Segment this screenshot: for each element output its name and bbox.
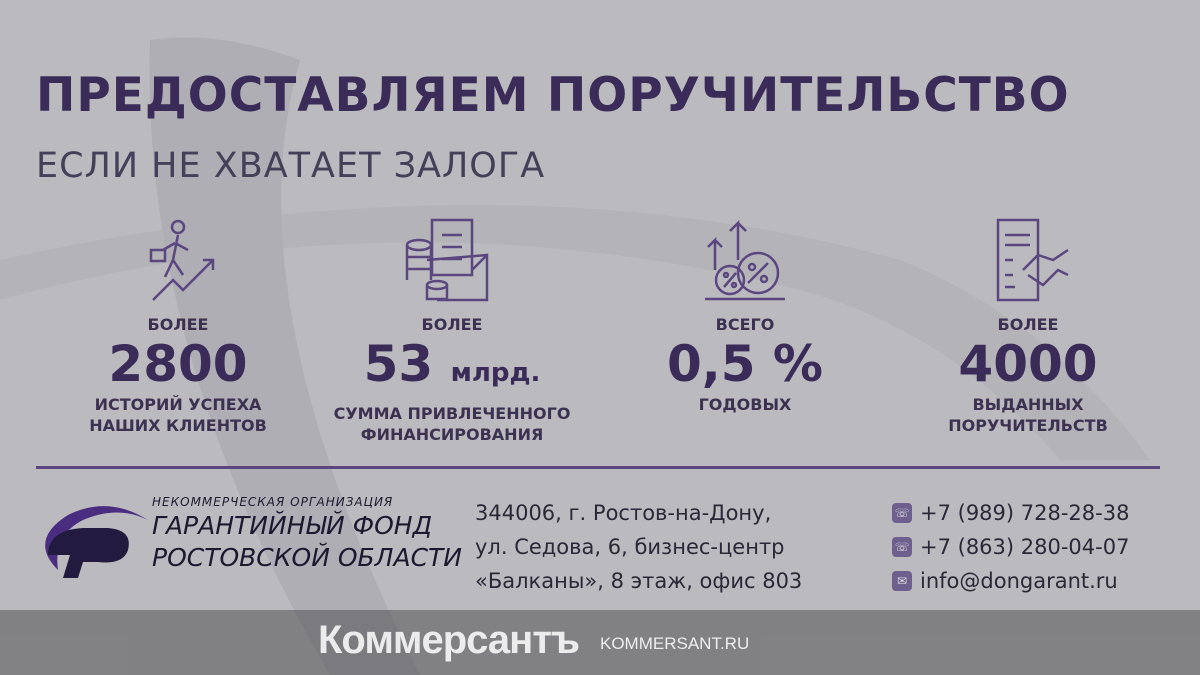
stat-value: 4000 xyxy=(958,335,1098,393)
stat-desc: ПОРУЧИТЕЛЬСТВ xyxy=(948,416,1108,435)
address-line: ул. Седова, 6, бизнес-центр xyxy=(475,535,785,559)
stat-desc: СУММА ПРИВЛЕЧЕННОГО xyxy=(333,404,571,423)
org-name: ГАРАНТИЙНЫЙ ФОНД xyxy=(152,511,433,540)
contact-phone[interactable]: ☏ +7 (863) 280-04-07 xyxy=(892,530,1129,564)
stat-desc: НАШИХ КЛИЕНТОВ xyxy=(89,416,267,435)
address-line: 344006, г. Ростов-на-Дону, xyxy=(475,501,772,525)
address-line: «Балканы», 8 этаж, офис 803 xyxy=(475,569,803,593)
stat-prefix: БОЛЕЕ xyxy=(147,315,209,334)
stat-guarantees: БОЛЕЕ 4000 ВЫДАННЫХ ПОРУЧИТЕЛЬСТВ xyxy=(898,215,1158,436)
divider xyxy=(36,466,1160,469)
stat-financing: БОЛЕЕ 53 млрд. СУММА ПРИВЛЕЧЕННОГО ФИНАН… xyxy=(322,215,582,445)
phone-text: +7 (863) 280-04-07 xyxy=(920,535,1130,559)
phone-icon: ☏ xyxy=(892,503,912,523)
org-region: РОСТОВСКОЙ ОБЛАСТИ xyxy=(152,543,462,572)
stat-value: 2800 xyxy=(108,335,248,393)
org-type: НЕКОММЕРЧЕСКАЯ ОРГАНИЗАЦИЯ xyxy=(152,495,394,509)
contacts: ☏ +7 (989) 728-28-38 ☏ +7 (863) 280-04-07 … xyxy=(892,496,1129,598)
businessman-growth-icon xyxy=(149,219,215,301)
contact-phone[interactable]: ☏ +7 (989) 728-28-38 xyxy=(892,496,1129,530)
phone-icon: ☏ xyxy=(892,537,912,557)
stat-rate: ВСЕГО 0,5 % ГОДОВЫХ xyxy=(615,215,875,415)
stat-desc: ИСТОРИЙ УСПЕХА xyxy=(94,395,262,414)
fund-logo xyxy=(45,506,149,578)
coins-envelope-icon xyxy=(405,218,489,302)
stat-prefix: ВСЕГО xyxy=(715,315,775,334)
watermark-band xyxy=(0,610,1200,675)
address: 344006, г. Ростов-на-Дону, ул. Седова, 6… xyxy=(475,496,802,598)
document-handshake-icon xyxy=(996,218,1069,302)
stat-prefix: БОЛЕЕ xyxy=(421,315,483,334)
watermark-logo: Коммерсантъ xyxy=(318,618,580,662)
stat-value: 53 млрд. xyxy=(363,335,541,393)
percent-growth-icon xyxy=(705,219,785,301)
page-title: ПРЕДОСТАВЛЯЕМ ПОРУЧИТЕЛЬСТВО xyxy=(36,68,1070,123)
mail-icon: ✉ xyxy=(892,571,912,591)
watermark-url: KOMMERSANT.RU xyxy=(600,634,750,653)
stat-prefix: БОЛЕЕ xyxy=(997,315,1059,334)
page-subtitle: ЕСЛИ НЕ ХВАТАЕТ ЗАЛОГА xyxy=(36,146,546,186)
contact-email[interactable]: ✉ info@dongarant.ru xyxy=(892,564,1129,598)
phone-text: +7 (989) 728-28-38 xyxy=(920,501,1130,525)
stat-desc: ГОДОВЫХ xyxy=(698,395,792,414)
email-text: info@dongarant.ru xyxy=(920,569,1118,593)
stat-desc: ФИНАНСИРОВАНИЯ xyxy=(360,425,544,444)
stat-clients: БОЛЕЕ 2800 ИСТОРИЙ УСПЕХА НАШИХ КЛИЕНТОВ xyxy=(48,215,308,436)
stat-desc: ВЫДАННЫХ xyxy=(972,395,1084,414)
stat-value: 0,5 % xyxy=(666,335,824,393)
